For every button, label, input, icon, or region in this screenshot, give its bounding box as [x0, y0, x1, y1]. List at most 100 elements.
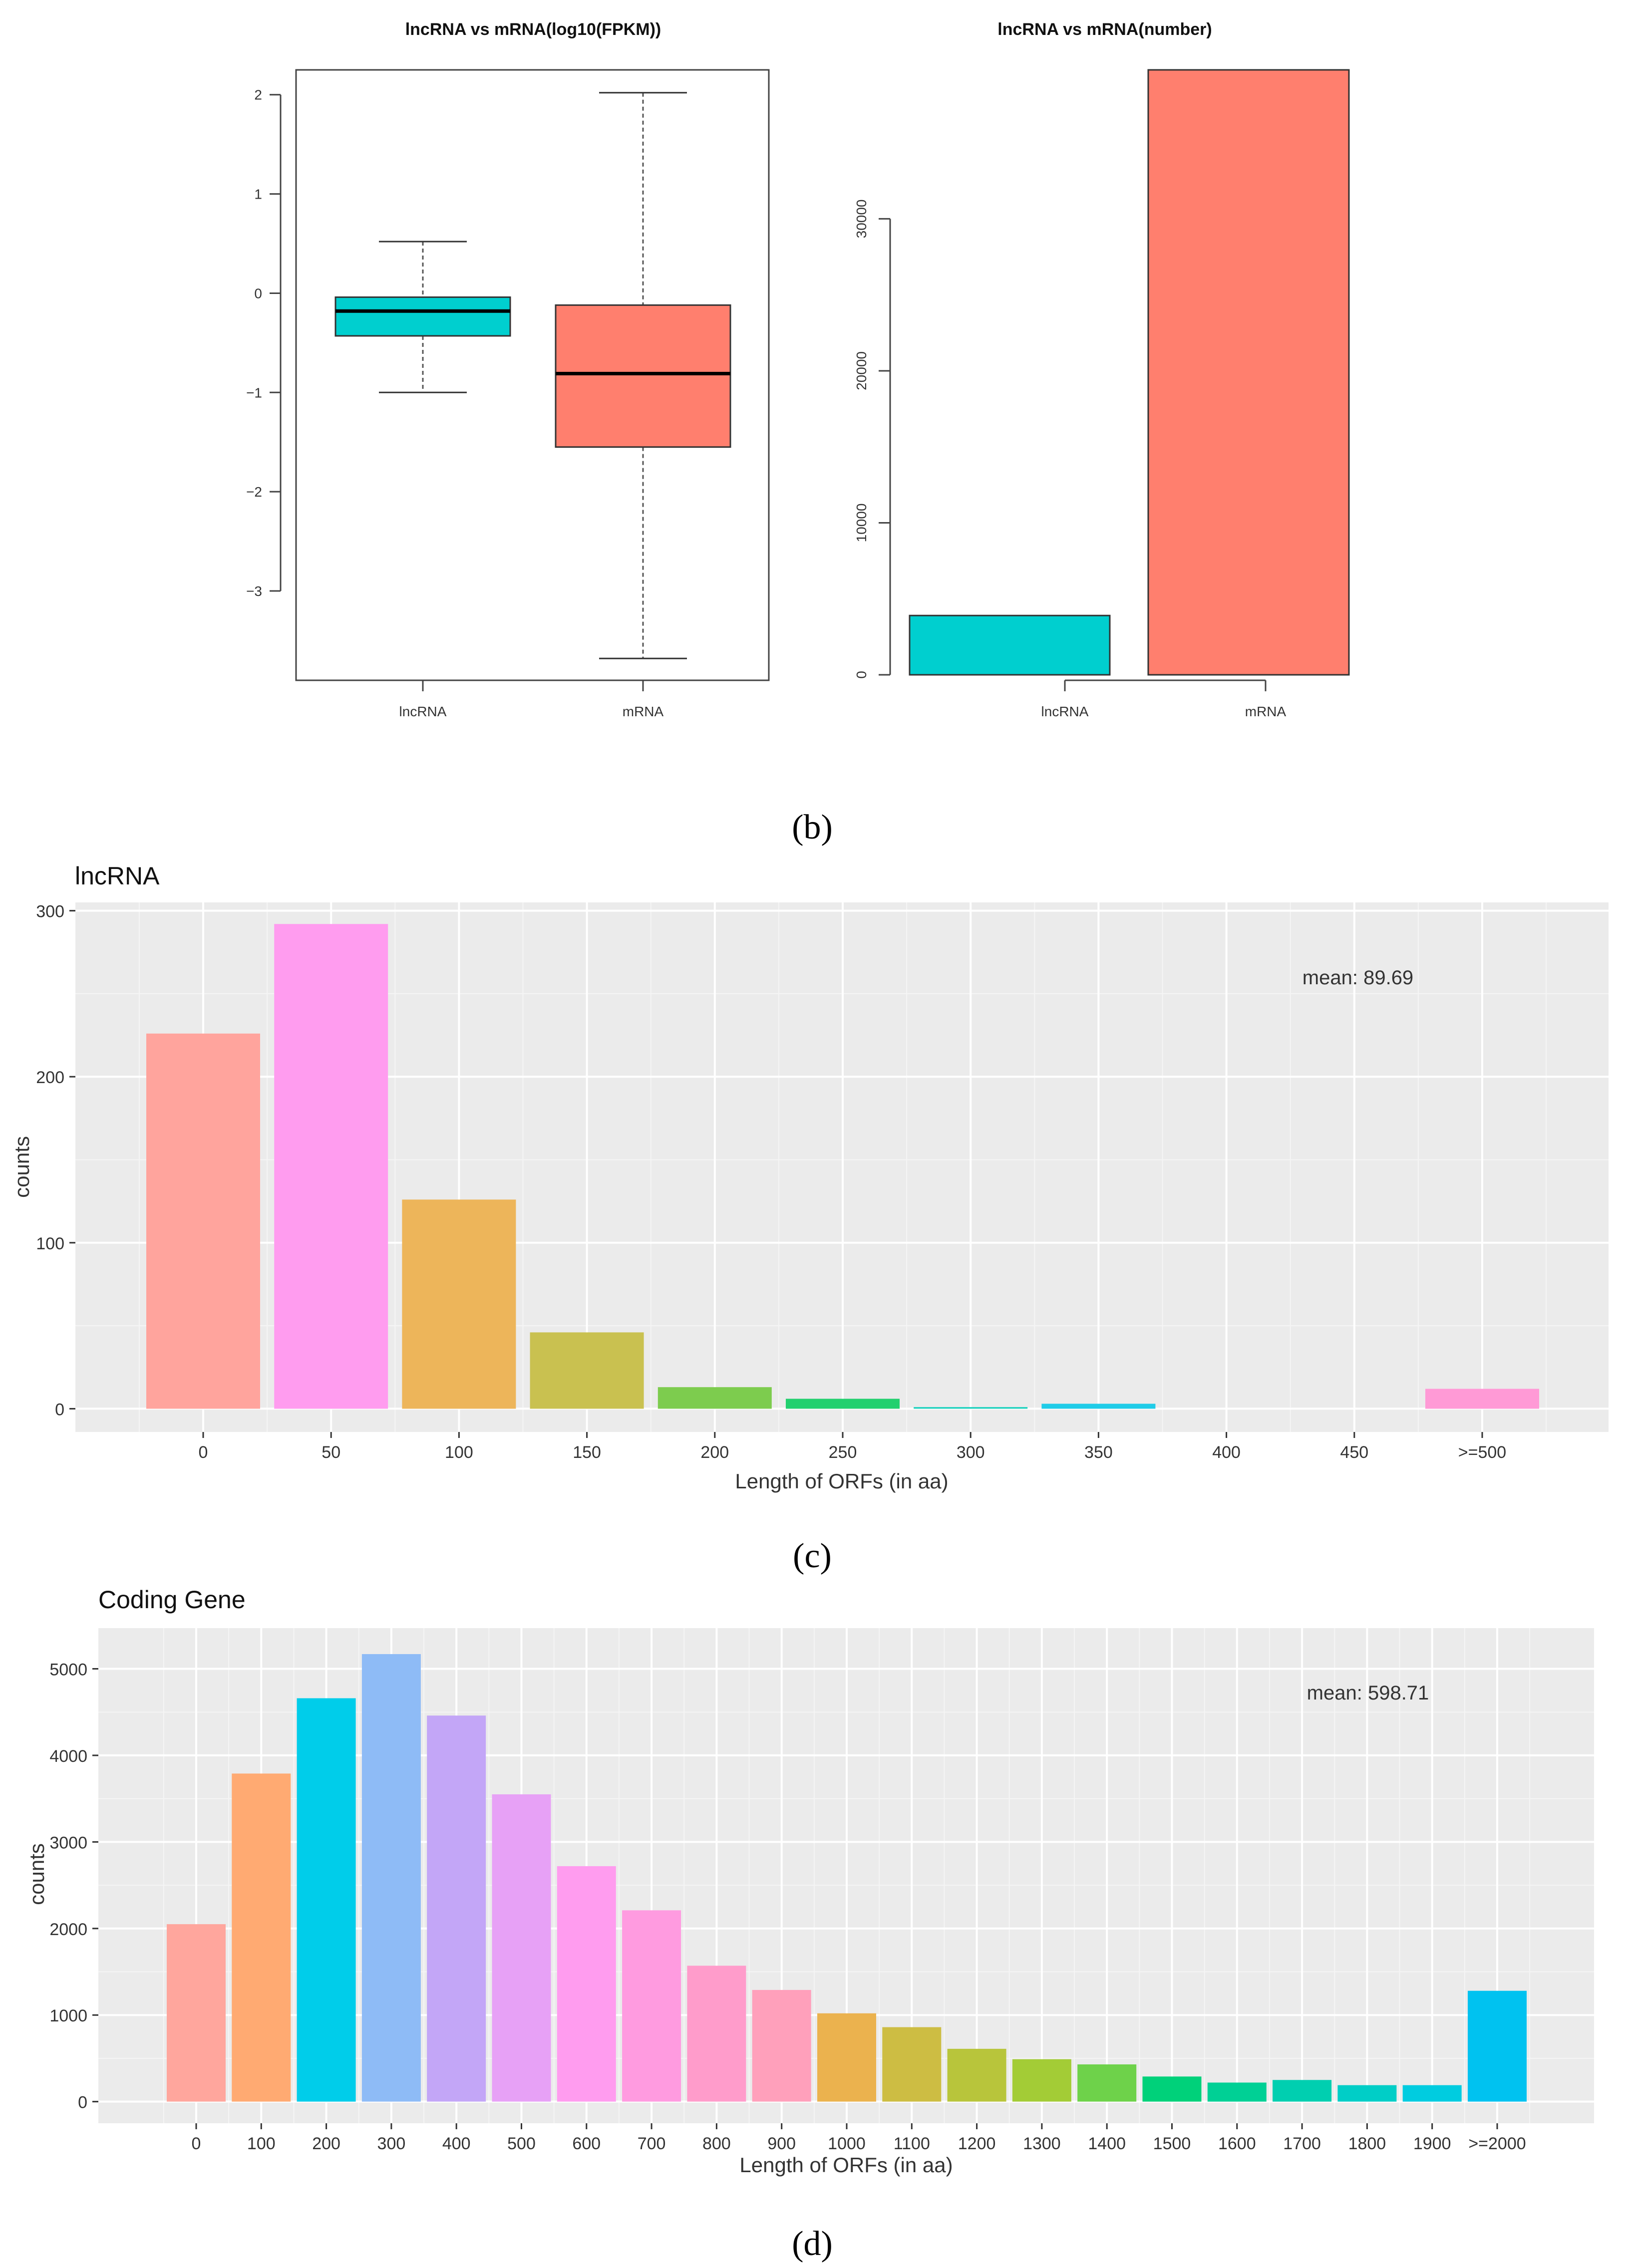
coding-chart-title: Coding Gene — [98, 1586, 246, 1614]
boxplot-y-tick-label: 0 — [254, 285, 262, 301]
coding-bar-1600 — [1207, 2082, 1267, 2102]
coding-y-tick-label: 0 — [78, 2093, 87, 2112]
coding-mean-annotation: mean: 598.71 — [1307, 1682, 1429, 1704]
lncrna-x-tick-label: 350 — [1084, 1443, 1113, 1462]
coding-x-tick-label: 1900 — [1413, 2134, 1451, 2153]
coding-y-tick-label: 5000 — [49, 1661, 87, 1680]
coding-y-tick-label: 3000 — [49, 1833, 87, 1852]
coding-bar-1300 — [1012, 2059, 1071, 2102]
count-x-axis: lncRNA mRNA — [1041, 679, 1287, 719]
lncrna-mean-annotation: mean: 89.69 — [1302, 967, 1413, 989]
lncrna-bar-200 — [657, 1387, 772, 1409]
coding-bar-400 — [427, 1715, 486, 2102]
coding-bar-1700 — [1273, 2080, 1332, 2102]
panel-label-c: (c) — [793, 1537, 832, 1575]
lncrna-bars — [146, 924, 1539, 1409]
coding-y-tick-label: 1000 — [49, 2006, 87, 2025]
coding-bar-1000 — [817, 2013, 876, 2102]
coding-gene-orf-histogram: Coding Gene 0 1000 2000 3000 4000 5000 0 100 20… — [25, 1586, 1594, 2177]
lncrna-x-tick-label: >=500 — [1458, 1443, 1506, 1462]
coding-bar-1500 — [1142, 2076, 1202, 2102]
count-bar-lncRNA — [909, 614, 1111, 676]
coding-x-tick-label: 900 — [767, 2134, 796, 2153]
coding-y-tick-label: 4000 — [49, 1747, 87, 1766]
coding-x-tick-label: 1100 — [894, 2134, 930, 2153]
coding-bar-1400 — [1077, 2064, 1137, 2102]
coding-x-tick-label: 1300 — [1023, 2134, 1061, 2153]
coding-x-tick-label: 1500 — [1153, 2134, 1191, 2153]
lncrna-y-tick-label: 300 — [36, 902, 64, 921]
lncrna-bar-350 — [1041, 1404, 1156, 1409]
coding-x-tick-label: 1700 — [1283, 2134, 1321, 2153]
panel-label-d: (d) — [792, 2225, 833, 2263]
coding-x-tick-label: 1200 — [958, 2134, 996, 2153]
boxplot-x-tick-label: lncRNA — [399, 704, 447, 719]
lncrna-x-tick-label: 100 — [445, 1443, 473, 1462]
lncrna-x-tick-label: 450 — [1340, 1443, 1368, 1462]
lncrna-bar-100 — [402, 1199, 516, 1409]
box-lncRNA — [334, 296, 511, 337]
lncrna-x-axis: 0 50 100 150 200 250 300 350 400 450 >=500 — [199, 1432, 1506, 1462]
boxplot-boxes — [334, 92, 731, 659]
coding-x-tick-label: 600 — [572, 2134, 601, 2153]
coding-x-tick-label: >=2000 — [1468, 2134, 1526, 2153]
coding-x-tick-label: 0 — [192, 2134, 201, 2153]
coding-x-tick-label: 800 — [702, 2134, 731, 2153]
lncrna-x-tick-label: 50 — [322, 1443, 340, 1462]
coding-x-tick-label: 1000 — [828, 2134, 866, 2153]
coding-x-tick-label: 500 — [507, 2134, 536, 2153]
lncrna-x-tick-label: 250 — [829, 1443, 857, 1462]
lncrna-chart-title: lncRNA — [75, 862, 160, 890]
coding-x-tick-label: 1800 — [1348, 2134, 1386, 2153]
coding-bar-1200 — [947, 2048, 1006, 2102]
coding-x-tick-label: 1400 — [1088, 2134, 1126, 2153]
lncrna-x-tick-label: 200 — [700, 1443, 729, 1462]
coding-x-axis: 0 100 200 300 400 500 600 700 800 900 1000 1100 1200… — [192, 2123, 1526, 2153]
coding-x-tick-label: 100 — [247, 2134, 276, 2153]
count-y-tick-label: 0 — [854, 671, 869, 679]
coding-y-axis-label: counts — [25, 1843, 48, 1905]
boxplot-chart: lncRNA vs mRNA(log10(FPKM)) 2 1 0 −1 −2 −3 ln… — [246, 20, 770, 719]
count-y-tick-label: 30000 — [854, 199, 869, 238]
lncrna-y-tick-label: 0 — [55, 1400, 64, 1419]
coding-bar-100 — [232, 1773, 291, 2102]
count-x-tick-label: lncRNA — [1041, 704, 1089, 719]
lncrna-orf-histogram: lncRNA 0 100 200 300 0 50 100 150 200 250 300 350 4… — [10, 862, 1609, 1493]
coding-x-tick-label: 200 — [312, 2134, 340, 2153]
count-y-tick-label: 10000 — [854, 504, 869, 543]
lncrna-y-tick-label: 200 — [36, 1068, 64, 1087]
boxplot-y-tick-label: 2 — [254, 87, 262, 103]
coding-bar->=2000 — [1468, 1990, 1527, 2102]
boxplot-title: lncRNA vs mRNA(log10(FPKM)) — [405, 20, 661, 39]
boxplot-y-tick-label: −3 — [246, 583, 262, 599]
boxplot-y-tick-label: −2 — [246, 484, 262, 500]
lncrna-bar->=500 — [1425, 1389, 1539, 1409]
boxplot-frame — [295, 69, 770, 681]
boxplot-x-axis: lncRNA mRNA — [399, 680, 664, 719]
count-y-tick-label: 20000 — [854, 351, 869, 390]
boxplot-y-tick-label: −1 — [246, 385, 262, 400]
box-mRNA — [555, 304, 731, 448]
coding-y-axis: 0 1000 2000 3000 4000 5000 — [49, 1661, 98, 2112]
coding-y-tick-label: 2000 — [49, 1920, 87, 1939]
coding-bar-1100 — [882, 2027, 942, 2102]
lncrna-bar-150 — [530, 1332, 644, 1409]
lncrna-y-axis: 0 100 200 300 — [36, 902, 75, 1419]
lncrna-bar-250 — [786, 1399, 900, 1409]
coding-bar-800 — [687, 1966, 746, 2102]
coding-bar-200 — [297, 1698, 356, 2102]
lncrna-x-tick-label: 400 — [1212, 1443, 1241, 1462]
coding-x-axis-label: Length of ORFs (in aa) — [739, 2153, 953, 2177]
boxplot-y-tick-label: 1 — [254, 187, 262, 202]
lncrna-bar-300 — [914, 1407, 1028, 1409]
lncrna-x-tick-label: 300 — [957, 1443, 985, 1462]
coding-bar-900 — [752, 1989, 811, 2102]
lncrna-bar-0 — [146, 1033, 260, 1409]
count-y-axis: 0 10000 20000 30000 — [854, 199, 891, 679]
boxplot-x-tick-label: mRNA — [623, 704, 664, 719]
boxplot-y-axis: 2 1 0 −1 −2 −3 — [246, 87, 282, 599]
coding-bar-0 — [167, 1924, 226, 2102]
lncrna-x-axis-label: Length of ORFs (in aa) — [735, 1469, 948, 1493]
coding-x-tick-label: 300 — [377, 2134, 406, 2153]
